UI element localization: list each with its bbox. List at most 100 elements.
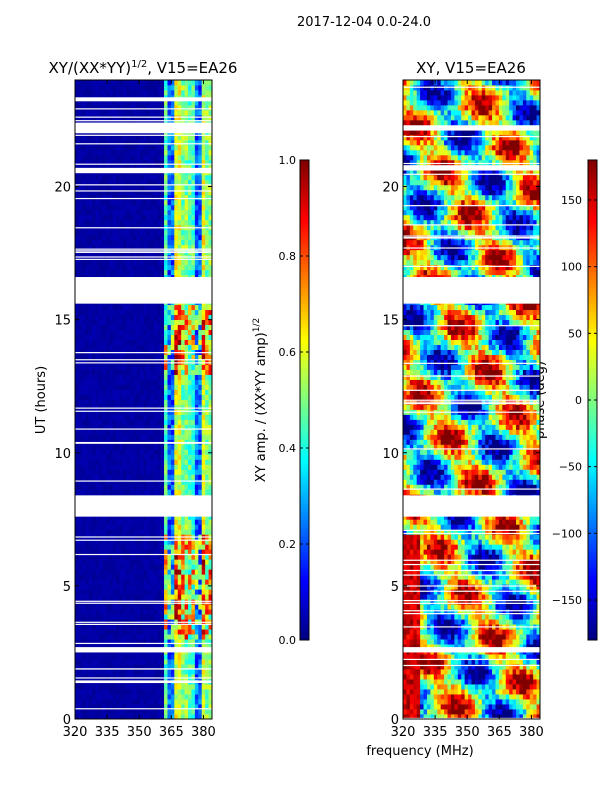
heatmap-cell: [116, 219, 120, 226]
heatmap-cell: [88, 104, 93, 111]
heatmap-cell: [184, 514, 189, 520]
heatmap-cell: [92, 304, 96, 311]
heatmap-cell: [143, 109, 148, 116]
heatmap-cell: [98, 399, 103, 405]
heatmap-cell: [98, 654, 103, 660]
heatmap-cell: [198, 359, 203, 365]
heatmap-cell: [198, 589, 203, 595]
heatmap-cell: [78, 554, 83, 560]
heatmap-cell: [112, 179, 117, 186]
heatmap-cell: [81, 654, 86, 660]
heatmap-cell: [75, 484, 79, 490]
heatmap-cell: [150, 484, 155, 490]
heatmap-cell: [153, 264, 158, 271]
heatmap-cell: [92, 334, 96, 340]
heatmap-cell: [150, 329, 155, 335]
heatmap-cell: [201, 139, 206, 146]
heatmap-cell: [105, 714, 110, 720]
heatmap-cell: [143, 609, 148, 615]
heatmap-cell: [208, 424, 213, 430]
heatmap-cell: [116, 319, 120, 326]
heatmap-cell: [164, 264, 168, 271]
heatmap-cell: [129, 634, 134, 640]
heatmap-cell: [102, 549, 107, 555]
heatmap-cell: [109, 544, 114, 550]
heatmap-cell: [164, 154, 168, 161]
heatmap-cell: [133, 424, 138, 430]
heatmap-cell: [205, 584, 209, 590]
heatmap-cell: [112, 359, 117, 365]
heatmap-cell: [174, 564, 179, 570]
heatmap-cell: [109, 344, 114, 350]
heatmap-cell: [88, 199, 93, 206]
heatmap-cell: [88, 324, 93, 331]
heatmap-cell: [92, 609, 96, 615]
heatmap-cell: [129, 244, 134, 251]
heatmap-cell: [95, 564, 100, 570]
heatmap-cell: [194, 569, 199, 575]
heatmap-cell: [198, 469, 203, 475]
heatmap-cell: [177, 454, 182, 460]
heatmap-cell: [198, 364, 203, 370]
heatmap-cell: [112, 554, 117, 560]
heatmap-cell: [174, 369, 179, 375]
heatmap-cell: [116, 694, 120, 700]
heatmap-cell: [208, 629, 213, 635]
heatmap-cell: [205, 614, 209, 620]
heatmap-cell: [150, 359, 155, 365]
heatmap-cell: [95, 269, 100, 276]
heatmap-cell: [109, 574, 114, 580]
heatmap-cell: [164, 209, 168, 216]
heatmap-cell: [78, 374, 83, 380]
heatmap-cell: [164, 559, 168, 565]
heatmap-cell: [208, 654, 213, 660]
heatmap-cell: [85, 559, 90, 565]
heatmap-cell: [119, 309, 124, 316]
heatmap-cell: [146, 384, 151, 390]
heatmap-cell: [188, 449, 192, 455]
heatmap-cell: [98, 199, 103, 206]
heatmap-cell: [174, 654, 179, 660]
heatmap-cell: [102, 194, 107, 201]
heatmap-cell: [81, 389, 86, 395]
heatmap-cell: [133, 564, 138, 570]
heatmap-cell: [198, 104, 203, 111]
heatmap-cell: [153, 259, 158, 266]
heatmap-cell: [102, 474, 107, 480]
heatmap-cell: [201, 424, 206, 430]
heatmap-cell: [81, 459, 86, 465]
heatmap-cell: [85, 139, 90, 146]
heatmap-cell: [112, 379, 117, 385]
heatmap-cell: [136, 154, 141, 161]
heatmap-cell: [146, 204, 151, 211]
heatmap-cell: [95, 664, 100, 670]
heatmap-cell: [150, 134, 155, 141]
heatmap-cell: [126, 164, 131, 171]
heatmap-cell: [81, 559, 86, 565]
heatmap-cell: [129, 489, 134, 495]
heatmap-cell: [191, 444, 196, 450]
heatmap-cell: [198, 654, 203, 660]
heatmap-cell: [112, 319, 117, 326]
heatmap-cell: [181, 609, 185, 615]
heatmap-cell: [194, 339, 199, 345]
heatmap-cell: [143, 144, 148, 151]
heatmap-cell: [92, 389, 96, 395]
heatmap-cell: [98, 374, 103, 380]
heatmap-cell: [164, 269, 168, 276]
heatmap-cell: [112, 694, 117, 700]
heatmap-cell: [157, 549, 162, 555]
heatmap-cell: [129, 584, 134, 590]
heatmap-cell: [112, 104, 117, 111]
heatmap-cell: [174, 644, 179, 650]
heatmap-cell: [177, 194, 182, 201]
heatmap-cell: [153, 384, 158, 390]
heatmap-cell: [167, 324, 172, 331]
heatmap-cell: [112, 444, 117, 450]
heatmap-cell: [98, 244, 103, 251]
heatmap-cell: [95, 489, 100, 495]
heatmap-cell: [201, 569, 206, 575]
heatmap-cell: [184, 664, 189, 670]
heatmap-cell: [150, 589, 155, 595]
heatmap-cell: [167, 469, 172, 475]
